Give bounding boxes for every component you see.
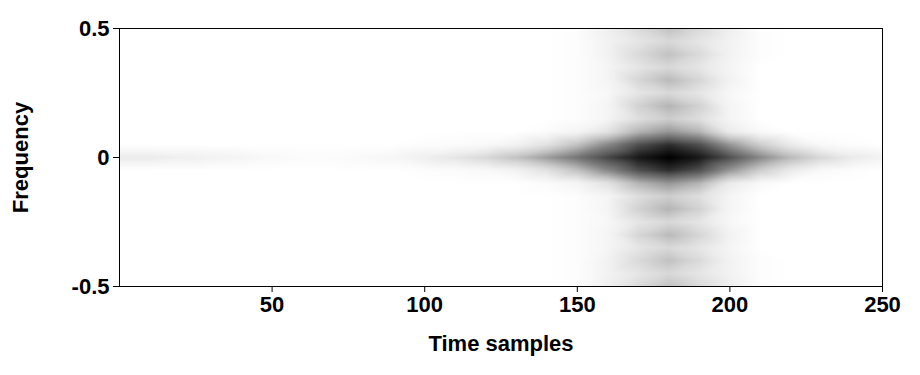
svg-text:0.5: 0.5: [79, 16, 110, 41]
svg-text:250: 250: [864, 292, 901, 317]
svg-text:-0.5: -0.5: [72, 274, 110, 299]
svg-text:100: 100: [406, 292, 443, 317]
svg-text:200: 200: [712, 292, 749, 317]
svg-text:Time samples: Time samples: [428, 331, 573, 356]
svg-text:0: 0: [97, 145, 109, 170]
svg-text:150: 150: [559, 292, 596, 317]
svg-text:Frequency: Frequency: [8, 101, 33, 213]
svg-text:50: 50: [260, 292, 284, 317]
